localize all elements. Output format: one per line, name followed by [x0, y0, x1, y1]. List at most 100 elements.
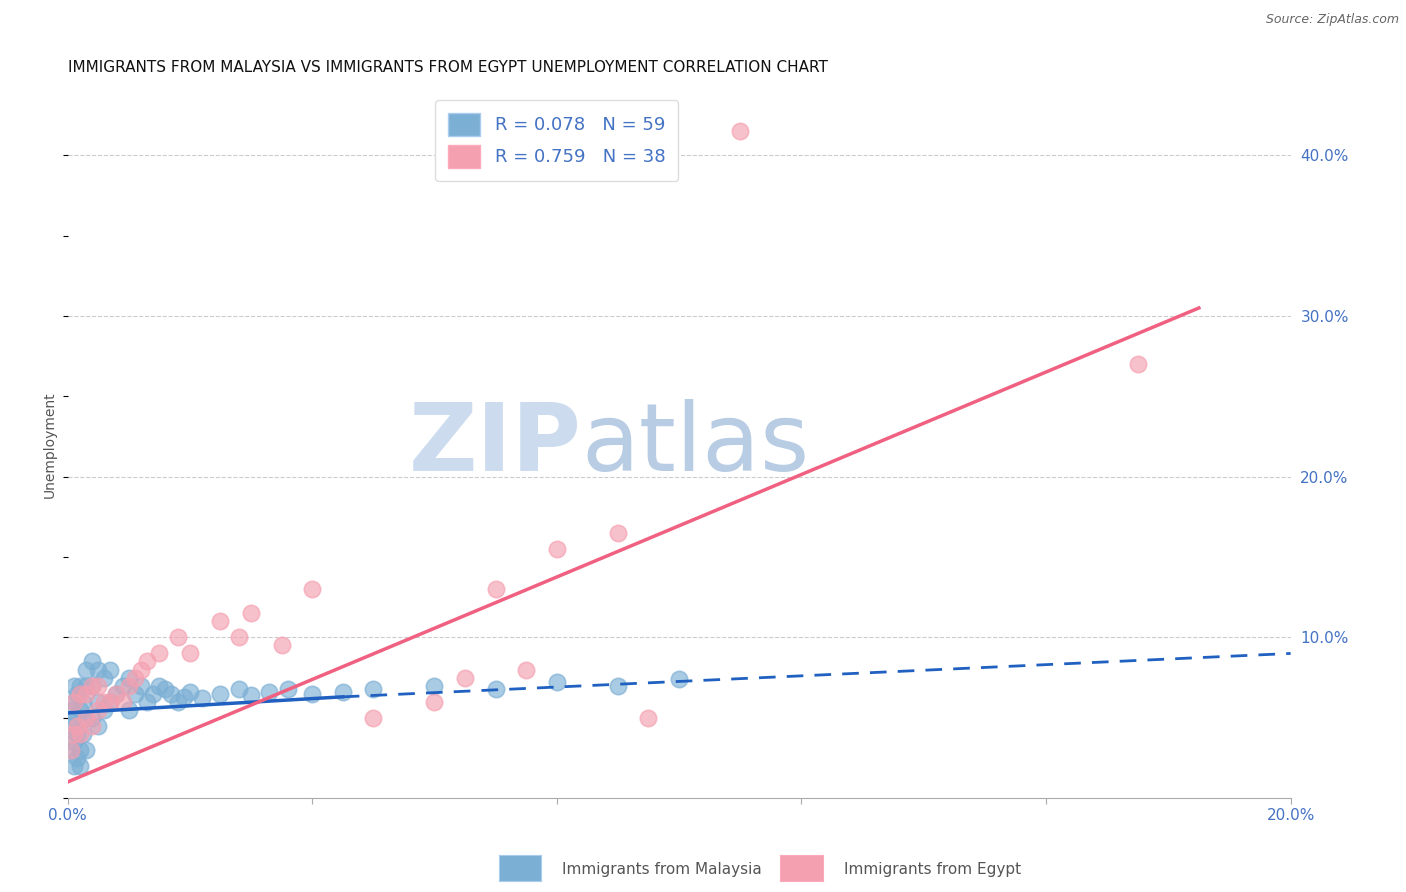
Point	[484, 582, 506, 597]
Point	[66, 751, 89, 765]
Text: Immigrants from Malaysia: Immigrants from Malaysia	[562, 863, 762, 877]
Text: ZIP: ZIP	[408, 399, 581, 491]
Point	[62, 679, 84, 693]
Point	[93, 671, 115, 685]
Point	[155, 681, 177, 696]
Point	[129, 679, 152, 693]
Point	[87, 679, 110, 693]
Point	[93, 695, 115, 709]
Point	[69, 727, 91, 741]
Point	[148, 647, 170, 661]
Point	[80, 711, 103, 725]
Text: IMMIGRANTS FROM MALAYSIA VS IMMIGRANTS FROM EGYPT UNEMPLOYMENT CORRELATION CHART: IMMIGRANTS FROM MALAYSIA VS IMMIGRANTS F…	[67, 60, 827, 75]
Point	[59, 719, 82, 733]
Text: Source: ZipAtlas.com: Source: ZipAtlas.com	[1265, 13, 1399, 27]
Point	[118, 671, 141, 685]
Point	[606, 679, 628, 693]
Text: Immigrants from Egypt: Immigrants from Egypt	[844, 863, 1021, 877]
Point	[105, 687, 128, 701]
Point	[332, 685, 354, 699]
Point	[179, 647, 201, 661]
Point	[259, 685, 281, 699]
Point	[118, 679, 141, 693]
Point	[166, 631, 188, 645]
Point	[62, 735, 84, 749]
Point	[668, 672, 690, 686]
Point	[62, 695, 84, 709]
Point	[277, 681, 299, 696]
Point	[59, 703, 82, 717]
Text: atlas: atlas	[581, 399, 810, 491]
Point	[136, 655, 159, 669]
Point	[72, 727, 94, 741]
Point	[80, 679, 103, 693]
Point	[62, 727, 84, 741]
Point	[270, 639, 292, 653]
Point	[423, 679, 446, 693]
Point	[191, 691, 214, 706]
Point	[87, 695, 110, 709]
Point	[546, 541, 568, 556]
Y-axis label: Unemployment: Unemployment	[44, 392, 58, 498]
Point	[1126, 357, 1149, 371]
Point	[142, 687, 165, 701]
Point	[98, 695, 121, 709]
Point	[301, 687, 323, 701]
Point	[80, 719, 103, 733]
Point	[80, 679, 103, 693]
Point	[515, 663, 537, 677]
Point	[75, 679, 97, 693]
Point	[66, 727, 89, 741]
Point	[148, 679, 170, 693]
Point	[69, 743, 91, 757]
Point	[240, 607, 263, 621]
Point	[136, 695, 159, 709]
Point	[69, 759, 91, 773]
Point	[423, 695, 446, 709]
Point	[75, 711, 97, 725]
Point	[111, 679, 134, 693]
Point	[72, 695, 94, 709]
Legend: R = 0.078   N = 59, R = 0.759   N = 38: R = 0.078 N = 59, R = 0.759 N = 38	[436, 100, 678, 181]
Point	[637, 711, 659, 725]
Point	[87, 703, 110, 717]
Point	[98, 695, 121, 709]
Point	[454, 671, 477, 685]
Point	[606, 525, 628, 540]
Point	[240, 688, 263, 702]
Point	[59, 743, 82, 757]
Point	[301, 582, 323, 597]
Point	[228, 631, 250, 645]
Point	[66, 719, 89, 733]
Point	[228, 681, 250, 696]
Point	[62, 759, 84, 773]
Point	[69, 703, 91, 717]
Point	[166, 695, 188, 709]
Point	[546, 675, 568, 690]
Point	[69, 679, 91, 693]
Point	[59, 743, 82, 757]
Point	[93, 703, 115, 717]
Point	[173, 690, 195, 704]
Point	[111, 695, 134, 709]
Point	[124, 687, 146, 701]
Point	[75, 687, 97, 701]
Point	[98, 663, 121, 677]
Point	[484, 681, 506, 696]
Point	[209, 615, 232, 629]
Point	[179, 685, 201, 699]
Point	[80, 655, 103, 669]
Point	[363, 711, 385, 725]
Point	[87, 663, 110, 677]
Point	[124, 671, 146, 685]
Point	[160, 687, 183, 701]
Point	[69, 687, 91, 701]
Point	[363, 681, 385, 696]
Point	[62, 711, 84, 725]
Point	[75, 711, 97, 725]
Point	[129, 663, 152, 677]
Point	[118, 703, 141, 717]
Point	[66, 687, 89, 701]
Point	[87, 719, 110, 733]
Point	[105, 687, 128, 701]
